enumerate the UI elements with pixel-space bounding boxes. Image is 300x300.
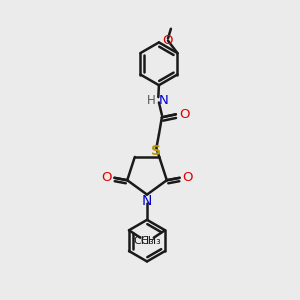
Text: H: H — [147, 94, 155, 106]
Text: CH₃: CH₃ — [133, 236, 154, 246]
Text: O: O — [101, 171, 112, 184]
Text: O: O — [163, 34, 173, 47]
Text: N: N — [159, 94, 169, 106]
Text: O: O — [182, 171, 193, 184]
Text: O: O — [179, 108, 189, 121]
Text: N: N — [142, 194, 152, 208]
Text: CH₃: CH₃ — [140, 236, 161, 246]
Text: S: S — [151, 144, 161, 158]
